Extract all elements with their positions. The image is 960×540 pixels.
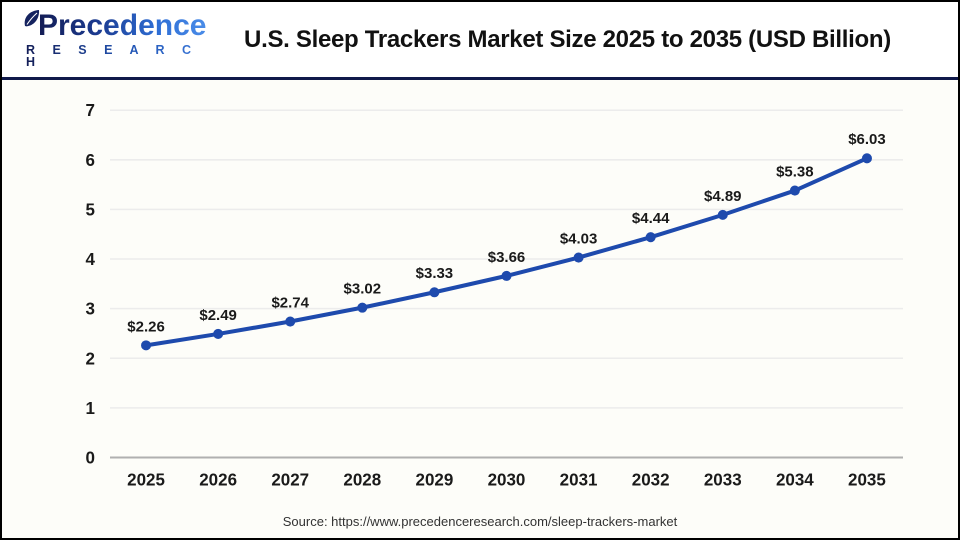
data-point (501, 270, 512, 281)
data-label: $3.33 (416, 265, 454, 282)
header: Precedence R E S E A R C H U.S. Sleep Tr… (2, 2, 958, 80)
data-point (573, 252, 584, 263)
x-tick-label: 2033 (704, 471, 742, 490)
data-point (141, 340, 152, 351)
chart-title: U.S. Sleep Trackers Market Size 2025 to … (244, 25, 891, 53)
logo-wordmark: Precedence (22, 8, 217, 42)
source-text: Source: https://www.precedenceresearch.c… (282, 514, 678, 529)
x-tick-label: 2028 (343, 471, 381, 490)
x-tick-label: 2025 (127, 471, 165, 490)
data-point (861, 153, 872, 164)
x-tick-label: 2031 (560, 471, 598, 490)
x-tick-label: 2026 (199, 471, 237, 490)
x-tick-label: 2034 (776, 471, 814, 490)
y-tick-label: 3 (86, 300, 95, 319)
y-tick-label: 4 (86, 250, 96, 269)
x-tick-label: 2027 (271, 471, 309, 490)
chart-panel: 0 1 2 3 4 5 6 7 2025 2026 2027 2028 2029 2030 2031 2032… (2, 80, 958, 538)
data-point (717, 209, 728, 220)
data-point (213, 328, 224, 339)
data-point (789, 185, 800, 196)
data-label: $2.74 (271, 294, 309, 311)
x-tick-label: 2032 (632, 471, 670, 490)
data-label: $6.03 (848, 131, 886, 148)
data-label: $3.02 (344, 281, 382, 298)
data-label: $2.49 (199, 307, 237, 324)
data-label: $2.26 (127, 318, 165, 335)
data-point (285, 316, 296, 327)
x-tick-label: 2029 (416, 471, 454, 490)
data-label: $4.03 (560, 230, 598, 247)
y-tick-label: 1 (86, 399, 95, 418)
data-point (645, 232, 656, 243)
y-tick-label: 5 (86, 200, 95, 219)
x-tick-label: 2030 (488, 471, 526, 490)
x-tick-label: 2035 (848, 471, 886, 490)
logo-name: Precedence (38, 8, 207, 42)
data-point (357, 302, 368, 313)
data-label: $4.44 (632, 210, 670, 227)
logo-subtitle: R E S E A R C H (22, 43, 217, 69)
y-tick-label: 7 (86, 101, 95, 120)
data-label: $4.89 (704, 188, 742, 205)
data-label: $3.66 (488, 249, 526, 266)
brand-logo: Precedence R E S E A R C H (22, 8, 217, 69)
y-tick-label: 6 (86, 151, 95, 170)
y-tick-label: 0 (86, 448, 95, 467)
y-tick-label: 2 (86, 349, 95, 368)
data-label: $5.38 (776, 163, 814, 180)
line-chart: 0 1 2 3 4 5 6 7 2025 2026 2027 2028 2029 2030 2031 2032… (86, 101, 903, 490)
leaf-icon (24, 9, 40, 26)
data-point (429, 287, 440, 298)
